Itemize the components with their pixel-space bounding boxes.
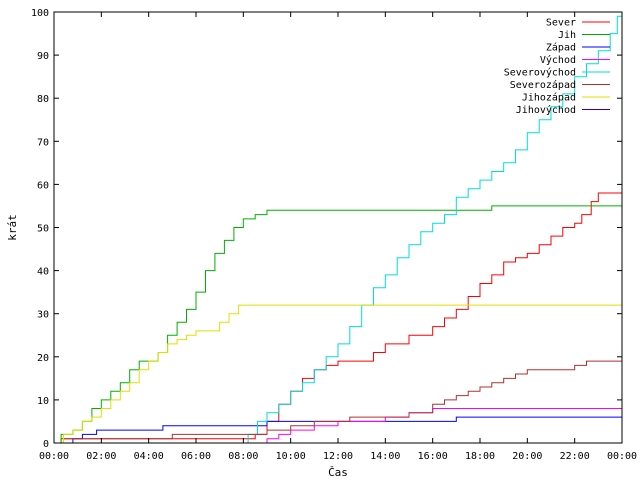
- x-tick-label: 12:00: [323, 451, 353, 462]
- y-tick-label: 80: [37, 94, 49, 105]
- y-tick-label: 40: [37, 267, 49, 278]
- legend: SeverJihZápadVýchodSeverovýchodSeverozáp…: [504, 18, 610, 116]
- axis-ticks: 0 10 20 30 40 50 60 70 80 90 100 00:00 02:00 04:00 06:…: [31, 8, 637, 462]
- legend-label: Jih: [558, 30, 576, 41]
- y-tick-label: 50: [37, 224, 49, 235]
- x-tick-label: 10:00: [276, 451, 306, 462]
- x-axis-title: Čas: [328, 466, 348, 479]
- series-line-5: [54, 360, 622, 444]
- series-layer: [54, 12, 623, 444]
- x-tick-label: 22:00: [560, 451, 590, 462]
- x-tick-label: 18:00: [465, 451, 495, 462]
- x-tick-label: 14:00: [370, 451, 400, 462]
- legend-label: Sever: [546, 18, 576, 29]
- y-tick-label: 100: [31, 8, 49, 19]
- legend-label: Východ: [540, 54, 576, 66]
- y-axis-title: krát: [6, 214, 19, 241]
- y-tick-label: 90: [37, 51, 49, 62]
- legend-label: Jihozápad: [522, 92, 576, 104]
- x-tick-label: 00:00: [607, 451, 637, 462]
- y-tick-label: 0: [43, 439, 49, 450]
- y-tick-label: 20: [37, 353, 49, 364]
- series-line-1: [54, 205, 622, 444]
- legend-label: Severovýchod: [504, 67, 576, 79]
- series-line-3: [54, 408, 622, 444]
- y-tick-label: 10: [37, 396, 49, 407]
- x-tick-label: 08:00: [228, 451, 258, 462]
- x-tick-label: 04:00: [134, 451, 164, 462]
- x-tick-label: 16:00: [418, 451, 448, 462]
- x-tick-label: 00:00: [39, 451, 69, 462]
- legend-label: Jihovýchod: [516, 104, 576, 116]
- series-line-4: [54, 12, 623, 444]
- x-tick-label: 20:00: [512, 451, 542, 462]
- legend-label: Severozápad: [510, 79, 576, 91]
- x-tick-label: 06:00: [181, 451, 211, 462]
- y-tick-label: 60: [37, 180, 49, 191]
- x-tick-label: 02:00: [86, 451, 116, 462]
- series-line-6: [54, 304, 622, 444]
- y-tick-label: 30: [37, 310, 49, 321]
- y-tick-label: 70: [37, 137, 49, 148]
- series-line-0: [54, 192, 622, 444]
- legend-label: Západ: [546, 42, 576, 54]
